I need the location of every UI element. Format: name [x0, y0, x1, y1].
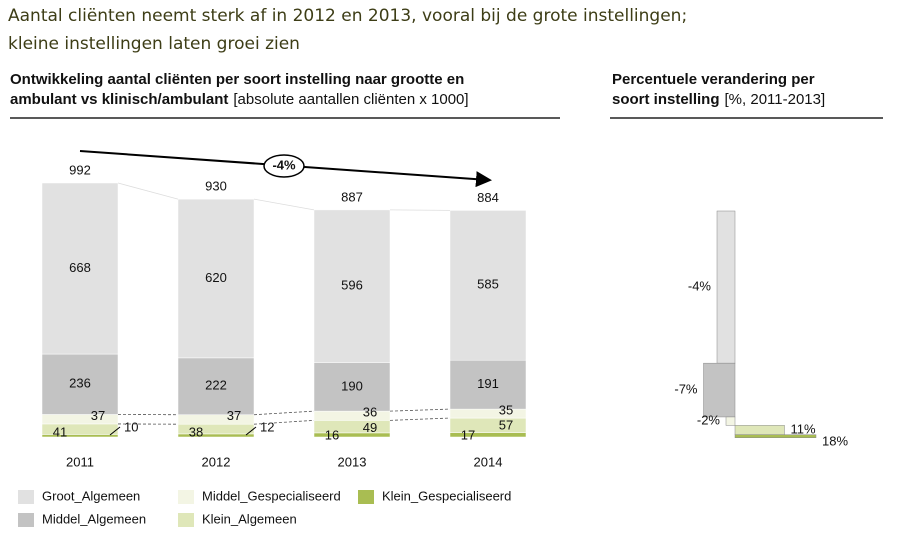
- value-label: 38: [189, 425, 203, 440]
- chart-unit: [%, 2011-2013]: [725, 91, 826, 108]
- total-label: 992: [69, 162, 91, 177]
- value-label: 49: [363, 420, 377, 435]
- x-tick-label: 2012: [202, 454, 231, 469]
- slide-title: kleine instellingen laten groei zien: [8, 34, 300, 54]
- value-label: 41: [53, 424, 67, 439]
- value-label: -2%: [697, 413, 721, 428]
- total-label: 884: [477, 190, 499, 205]
- connector: [254, 411, 314, 415]
- value-label: 35: [499, 403, 513, 418]
- connector: [390, 418, 450, 420]
- chart-title: soort instelling [%, 2011-2013]: [612, 91, 825, 108]
- legend-swatch: [18, 490, 34, 504]
- value-label: 16: [325, 427, 339, 442]
- chart-title: ambulant vs klinisch/ambulant [absolute a…: [10, 91, 469, 108]
- connector: [254, 199, 314, 210]
- legend-swatch: [178, 513, 194, 527]
- connector: [390, 210, 450, 211]
- value-label: 222: [205, 378, 227, 393]
- legend-label: Groot_Algemeen: [42, 488, 140, 503]
- value-label: 17: [461, 427, 475, 442]
- value-label: 191: [477, 376, 499, 391]
- connector: [118, 183, 178, 199]
- connector: [390, 409, 450, 411]
- bar-segment: [314, 411, 390, 420]
- legend-swatch: [18, 513, 34, 527]
- value-label: -7%: [674, 382, 698, 397]
- value-label: 668: [69, 260, 91, 275]
- legend-label: Middel_Algemeen: [42, 511, 146, 526]
- legend-label: Klein_Algemeen: [202, 511, 297, 526]
- bar-segment: [450, 409, 526, 418]
- legend-label: Klein_Gespecialiseerd: [382, 488, 511, 503]
- chart-title: Percentuele verandering per: [612, 71, 815, 88]
- change-bar: [717, 211, 735, 363]
- slide-title: Aantal cliënten neemt sterk af in 2012 e…: [8, 6, 687, 26]
- change-bar: [735, 425, 785, 434]
- value-label: 585: [477, 277, 499, 292]
- total-label: 887: [341, 189, 363, 204]
- chart-title: ambulant vs klinisch/ambulant: [10, 91, 228, 108]
- x-tick-label: 2013: [338, 454, 367, 469]
- bar-segment: [178, 415, 254, 424]
- chart-title: Ontwikkeling aantal cliënten per soort i…: [10, 71, 464, 88]
- chart-title: soort instelling: [612, 91, 720, 108]
- chart-unit: [absolute aantallen cliënten x 1000]: [233, 91, 468, 108]
- value-label: -4%: [688, 279, 712, 294]
- value-label: 596: [341, 278, 363, 293]
- x-tick-label: 2014: [474, 454, 503, 469]
- change-bar: [726, 417, 735, 425]
- value-label: 12: [260, 419, 274, 434]
- total-label: 930: [205, 179, 227, 194]
- value-label: 57: [499, 417, 513, 432]
- annotation: -4%: [272, 157, 296, 172]
- legend-swatch: [358, 490, 374, 504]
- value-label: 236: [69, 376, 91, 391]
- change-bar: [704, 363, 736, 417]
- value-label: 10: [124, 419, 138, 434]
- x-tick-label: 2011: [66, 454, 94, 469]
- legend-label: Middel_Gespecialiseerd: [202, 488, 341, 503]
- bar-segment: [42, 414, 118, 423]
- value-label: 11%: [791, 421, 816, 436]
- value-label: 18%: [822, 434, 848, 449]
- value-label: 620: [205, 270, 227, 285]
- value-label: 37: [91, 408, 105, 423]
- change-bar: [735, 435, 816, 438]
- legend-swatch: [178, 490, 194, 504]
- value-label: 190: [341, 378, 363, 393]
- value-label: 37: [227, 408, 241, 423]
- value-label: 36: [363, 405, 377, 420]
